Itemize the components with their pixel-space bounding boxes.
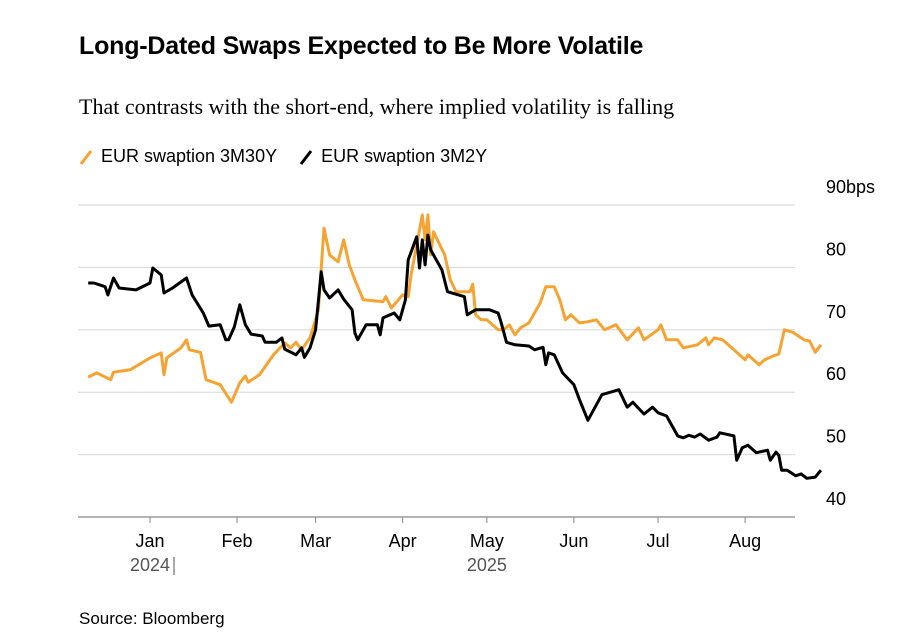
x-tick-label: Aug — [729, 531, 761, 551]
legend-item-3m30y: EUR swaption 3M30Y — [79, 146, 277, 167]
x-tick-label: Apr — [389, 531, 417, 551]
series-line-3m2y — [88, 233, 823, 480]
chart-title: Long-Dated Swaps Expected to Be More Vol… — [79, 32, 644, 60]
x-tick-label: Jan — [135, 531, 164, 551]
source-note: Source: Bloomberg — [79, 609, 225, 628]
legend-swatch-black-icon — [299, 149, 313, 165]
y-tick-label: 90bps — [826, 177, 875, 197]
y-tick-label: 70 — [826, 302, 846, 322]
y-tick-label: 50 — [826, 427, 846, 447]
x-tick-label: May — [470, 531, 504, 551]
chart-subtitle: That contrasts with the short-end, where… — [79, 94, 675, 119]
x-tick-label: Feb — [222, 531, 253, 551]
y-tick-label: 60 — [826, 364, 846, 384]
legend-label: EUR swaption 3M30Y — [101, 146, 278, 166]
legend: EUR swaption 3M30Y EUR swaption 3M2Y — [79, 146, 487, 167]
y-tick-label: 40 — [826, 489, 846, 509]
y-tick-label: 80 — [826, 239, 846, 259]
legend-label: EUR swaption 3M2Y — [321, 146, 488, 166]
x-tick-label: Jul — [647, 531, 670, 551]
x-tick-label: Jun — [559, 531, 588, 551]
year-label: 2025 — [467, 555, 507, 575]
series-line-3m30y — [87, 213, 823, 404]
year-label: 2024 — [130, 555, 170, 575]
x-tick-label: Mar — [300, 531, 331, 551]
legend-item-3m2y: EUR swaption 3M2Y — [299, 146, 487, 167]
legend-swatch-orange-icon — [79, 149, 93, 165]
